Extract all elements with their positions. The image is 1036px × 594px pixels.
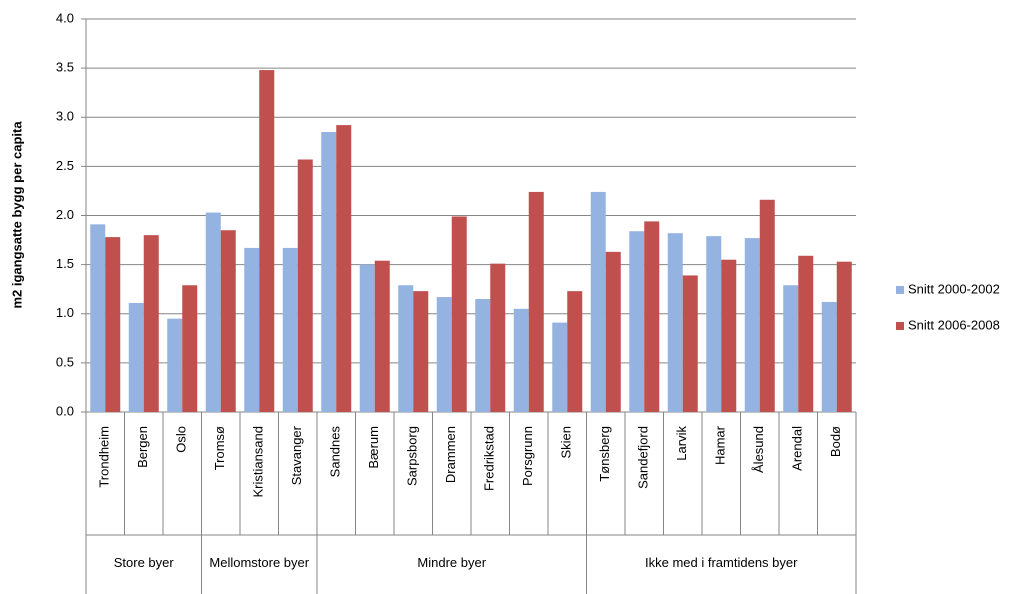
y-tick-label: 3.5 [56,60,74,75]
x-tick-label: Ålesund [751,426,766,473]
bar [128,302,144,412]
bar [321,131,337,413]
x-tick-label: Bergen [135,426,150,468]
bar [475,299,491,412]
bar [783,285,799,412]
x-tick-label: Oslo [174,426,189,453]
x-tick-label: Tønsberg [597,426,612,482]
y-tick-label: 0.5 [56,354,74,369]
bar [744,238,760,412]
legend-swatch [896,322,904,330]
bar [359,264,375,412]
bar [182,285,198,412]
x-tick-label: Sandnes [328,426,343,478]
x-tick-label: Kristiansand [251,426,266,498]
x-tick-label: Arendal [790,426,805,471]
y-tick-label: 4.0 [56,10,74,25]
y-axis-title: m2 igangsatte bygg per capita [9,121,24,309]
group-label: Mellomstore byer [209,555,310,570]
x-tick-label: Fredrikstad [482,426,497,491]
bar [282,247,298,412]
y-tick-label: 2.0 [56,207,74,222]
x-tick-label: Sandefjord [636,426,651,489]
x-tick-label: Hamar [713,425,728,465]
y-tick-label: 0.0 [56,403,74,418]
y-tick-label: 3.0 [56,109,74,124]
bar [205,212,221,412]
legend-label: Snitt 2000-2002 [908,281,1000,296]
bar [552,322,568,412]
bar [490,263,506,412]
bar [259,70,275,412]
x-tick-label: Bærum [366,426,381,469]
bar [798,255,814,412]
group-label: Ikke med i framtidens byer [645,555,798,570]
legend-label: Snitt 2006-2008 [908,317,1000,332]
bar [105,237,121,412]
bar [605,251,621,412]
bar [821,301,837,412]
bar [629,231,645,412]
bar [436,297,452,412]
x-tick-label: Stavanger [289,425,304,485]
y-tick-label: 1.0 [56,305,74,320]
x-tick-label: Drammen [443,426,458,483]
bar [244,247,260,412]
bar [374,260,390,412]
x-tick-label: Sarpsborg [405,426,420,486]
bar [143,235,159,412]
bar [167,318,183,412]
legend-swatch [896,286,904,294]
bar [590,191,606,412]
group-label: Mindre byer [417,555,487,570]
bar [398,285,414,412]
x-tick-label: Tromsø [212,426,227,470]
bar [528,191,544,412]
bar [721,259,737,412]
bar [759,199,775,412]
x-tick-label: Trondheim [97,426,112,488]
bar [336,125,352,413]
bar [836,261,852,412]
bar [682,275,698,412]
bar [567,291,583,412]
bar [451,216,467,412]
bar [413,291,429,412]
group-label: Store byer [113,555,174,570]
bar [644,221,660,412]
y-tick-label: 1.5 [56,256,74,271]
bar [706,236,722,412]
bar [220,230,236,412]
x-tick-label: Bodø [828,426,843,457]
y-tick-label: 2.5 [56,158,74,173]
bar [90,224,106,412]
bar [297,159,313,412]
x-tick-label: Skien [559,426,574,459]
x-tick-label: Porsgrunn [520,426,535,486]
bar [513,308,529,412]
bar [667,233,683,412]
x-tick-label: Larvik [674,426,689,461]
